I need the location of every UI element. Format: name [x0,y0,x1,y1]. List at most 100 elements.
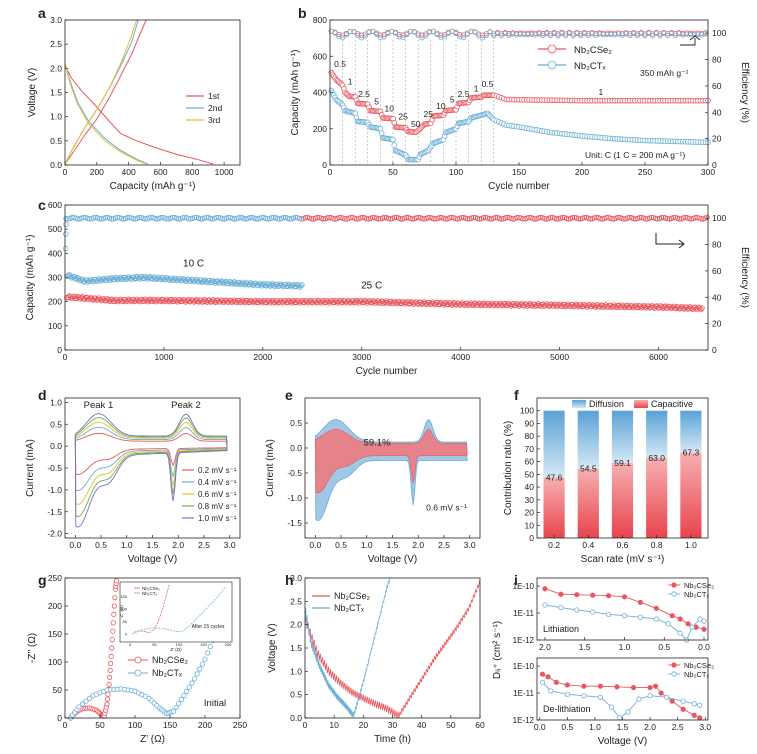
inset-y-tick-label: 100 [120,607,127,612]
x-tick-label: 1.5 [579,642,591,652]
y-axis-label: -Z’’ (Ω) [27,633,38,663]
series-line-1-discharge [64,63,148,165]
rate-label: 0.5 [334,59,346,69]
efficiency-point [213,215,220,221]
diffusion-point-0 [581,683,587,689]
efficiency-point [164,216,170,222]
efficiency-point [342,216,348,222]
efficiency-point [637,214,643,221]
impedance-point-1 [76,704,82,710]
efficiency-point [409,216,415,222]
y2-tick-label: 40 [712,107,722,117]
x-tick-label: 1.0 [361,540,373,550]
x-tick-label: 0.8 [651,540,663,550]
panel-e: 0.0 0.5 1.0 1.5 2.0 2.5 3.0 -1.5 -1.0 -0.5 0.0 0.5 V… [265,397,481,565]
legend-label: Nb₂CSe₂ [152,655,189,665]
capacity-point-1 [97,296,103,303]
diffusion-point-1 [665,621,671,627]
y-tick-label: 0 [57,345,62,355]
x-tick-label: 50 [446,720,456,730]
impedance-point-0 [104,696,111,702]
efficiency-point [600,32,607,38]
diffusion-point-0 [597,683,604,689]
impedance-point-1 [170,708,177,714]
impedance-point-1 [197,666,203,672]
x-tick-label: 1.0 [121,540,133,550]
efficiency-point [124,215,131,221]
diffusion-point-0 [630,684,637,691]
legend-label: 1.0 mV s⁻¹ [198,514,237,523]
efficiency-point [634,33,641,39]
impedance-point-0 [108,653,114,660]
impedance-point-0 [111,603,117,609]
x-tick-label: 2.0 [412,540,424,550]
efficiency-point [597,31,603,37]
capacity-point-0 [219,279,226,285]
efficiency-point [642,216,649,222]
efficiency-point [453,215,459,222]
efficiency-point [339,35,346,41]
efficiency-point [494,30,501,36]
y-tick-label: 20 [525,508,535,518]
legend-label: 0.6 mV s⁻¹ [198,490,237,499]
efficiency-point [381,34,387,40]
efficiency-point [460,34,467,41]
inset-annotation: After 15 cycles [192,624,225,630]
efficiency-point [136,214,142,221]
efficiency-point [185,215,192,222]
efficiency-point [692,214,698,221]
impedance-point-0 [111,611,117,618]
panel-c: 0 1000 2000 3000 4000 5000 6000010020030040050… [25,200,750,377]
diffusion-point-0 [697,715,703,721]
efficiency-point [559,30,565,36]
efficiency-point [664,216,671,222]
y-tick-label: 1E-12 [513,636,535,645]
efficiency-point [603,214,609,221]
y-tick-label: -2.0 [47,529,62,539]
plot-frame [64,577,241,719]
legend-swatch [634,400,648,408]
y-axis-label: Dₗᵢ⁺ (cm² s⁻¹) [492,621,503,679]
diffusion-point-1 [637,614,643,620]
efficiency-point [548,214,554,221]
inset-x-label: Z’ (Ω) [170,647,182,652]
efficiency-point [648,214,655,221]
legend-marker [134,656,142,664]
impedance-point-0 [106,681,112,688]
diffusion-point-1 [701,618,707,624]
y-tick-label: 600 [313,51,327,61]
efficiency-point [130,216,136,222]
x-axis-label: Z’ (Ω) [140,734,165,745]
x-tick-label: 3.0 [699,722,711,732]
efficiency-point [566,30,573,36]
legend-marker [671,671,677,677]
panel-f: 47.6 0.2 54.5 0.4 59.1 0.6 63.0 0.8 67.3 1.0 0 10 20… [503,397,709,565]
inset-y-tick-label: 0 [125,632,128,637]
capacity-point [63,221,69,228]
panel-label: g [38,572,47,588]
efficiency-point [638,30,644,36]
efficiency-point [699,32,705,38]
efficiency-point [680,30,686,37]
diffusion-point-1 [691,701,697,707]
efficiency-point [532,216,538,222]
efficiency-point [553,216,560,222]
x-tick-label: 1.0 [589,722,601,732]
scan-rate-label: 0.6 mV s⁻¹ [426,503,467,513]
rate-annotation: 25 C [361,280,382,291]
efficiency-point [75,216,81,222]
x-tick-label: 200 [198,720,212,730]
efficiency-point [559,214,566,221]
efficiency-point [520,216,526,222]
panel-h: 0 10 20 30 40 50 60 0.0 0.5 1.0 1.5 2.0 2.5 3.0 Time (… [267,573,485,745]
efficiency-point [274,215,281,222]
efficiency-point [649,33,656,39]
capacity-point-0 [299,282,305,288]
efficiency-point [397,216,404,222]
y2-tick-label: 40 [712,292,722,302]
rate-label: 5 [450,94,455,104]
legend-marker [671,662,677,668]
x-tick-label: 0.5 [561,722,573,732]
inset-x-tick-label: 0 [129,642,132,647]
rate-label: 10 [436,101,446,111]
